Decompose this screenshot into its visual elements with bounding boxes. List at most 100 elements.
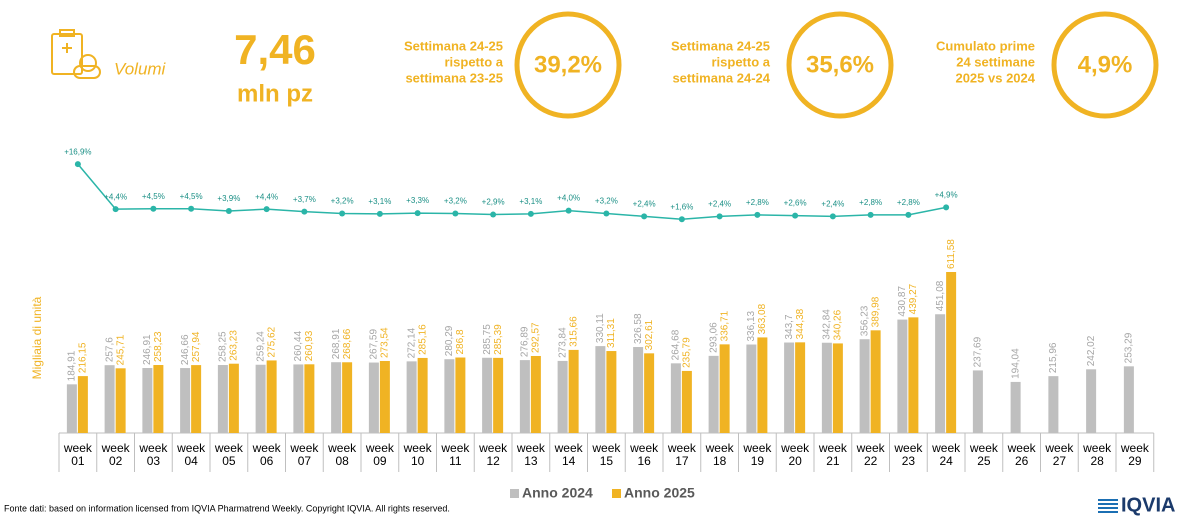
y-axis-label: Migliaia di unità: [30, 296, 44, 379]
bar-value-label: 285,75: [482, 324, 493, 355]
growth-label: +2,8%: [897, 198, 920, 207]
bar-value-label: 389,98: [870, 296, 881, 327]
footer: Fonte dati: based on information license…: [4, 503, 450, 513]
x-tick-label: week 24: [932, 441, 961, 468]
legend-label: Anno 2024: [522, 485, 593, 501]
growth-line: [77, 163, 947, 220]
growth-point: [527, 210, 534, 217]
x-tick-label: week 01: [63, 441, 92, 468]
bar: [228, 363, 239, 433]
volume-icon: [51, 29, 101, 79]
kpi-value: 39,2%: [534, 51, 602, 78]
bar-value-label: 258,23: [153, 331, 164, 362]
bar-value-label: 260,44: [293, 330, 304, 361]
x-tick-label: week 29: [1120, 441, 1149, 468]
bar-value-label: 292,57: [531, 322, 542, 353]
bar-value-label: 253,29: [1124, 332, 1135, 363]
bar: [1123, 366, 1134, 433]
bar-value-label: 275,62: [266, 326, 277, 357]
bar: [784, 342, 795, 433]
x-tick-label: week 16: [630, 441, 659, 468]
growth-point: [339, 210, 346, 217]
legend-swatch: [510, 489, 519, 498]
bar-value-label: 272,14: [406, 327, 417, 358]
bar: [482, 357, 493, 433]
kpi-label: 2025 vs 2024: [955, 70, 1035, 85]
bar: [821, 342, 832, 433]
bar: [293, 364, 304, 433]
bar-value-label: 246,66: [180, 334, 191, 365]
bar: [859, 339, 870, 433]
bar-value-label: 611,58: [946, 239, 957, 269]
total-value: 7,46: [234, 26, 316, 73]
kpi-label: rispetto a: [711, 54, 770, 69]
x-tick-label: week 12: [479, 441, 508, 468]
kpi-value: 4,9%: [1078, 51, 1133, 78]
bar: [1086, 369, 1097, 433]
bar-value-label: 259,24: [255, 331, 266, 362]
bar-value-label: 311,31: [606, 318, 617, 348]
growth-point: [829, 213, 836, 220]
bar-value-label: 273,84: [557, 327, 568, 358]
growth-label: +3,9%: [217, 194, 240, 203]
bar: [832, 343, 843, 433]
kpi-label: Cumulato prime: [936, 38, 1035, 53]
bar: [493, 357, 504, 433]
bar: [972, 370, 983, 433]
bar-value-label: 293,06: [708, 322, 719, 353]
growth-label: +16,9%: [64, 147, 91, 156]
kpi-label: Settimana 24-25: [404, 38, 503, 53]
growth-label: +4,5%: [180, 192, 203, 201]
bar: [153, 365, 164, 433]
bar-value-label: 342,84: [822, 309, 833, 340]
x-tick-label: week 25: [969, 441, 998, 468]
bar: [530, 355, 541, 433]
bar-value-label: 263,23: [229, 330, 240, 361]
bar: [746, 344, 757, 433]
bar: [870, 330, 881, 433]
bar: [342, 362, 353, 433]
x-tick-label: week 11: [441, 441, 470, 468]
x-tick-label: week 13: [516, 441, 545, 468]
bar-value-label: 343,7: [784, 314, 795, 339]
growth-label: +3,1%: [519, 197, 542, 206]
total-unit: mln pz: [237, 80, 313, 107]
bar: [519, 360, 530, 433]
bar-value-label: 273,54: [380, 327, 391, 358]
x-tick-label: week 06: [252, 441, 281, 468]
bar-value-label: 246,91: [142, 334, 153, 365]
bar: [255, 364, 266, 433]
bar: [795, 342, 806, 433]
growth-point: [263, 206, 270, 213]
kpi-label: Settimana 24-25: [671, 38, 770, 53]
growth-point: [150, 205, 157, 212]
bar: [670, 363, 681, 433]
bar: [757, 337, 768, 433]
bar-value-label: 280,29: [444, 325, 455, 356]
x-tick-label: week 02: [101, 441, 130, 468]
bar: [595, 346, 606, 433]
bar: [417, 357, 428, 433]
growth-label: +3,2%: [331, 197, 354, 206]
bar-value-label: 363,08: [757, 303, 768, 334]
growth-point: [641, 213, 648, 220]
bar: [379, 360, 390, 433]
bar: [304, 364, 315, 433]
bar: [681, 370, 692, 433]
bar: [908, 317, 919, 433]
bar: [455, 357, 466, 433]
bar-value-label: 276,89: [520, 326, 531, 357]
bar: [897, 319, 908, 433]
growth-point: [792, 212, 799, 219]
bar-value-label: 194,04: [1010, 348, 1021, 379]
x-tick-label: week 23: [894, 441, 923, 468]
bar: [1048, 376, 1059, 433]
bar: [708, 355, 719, 433]
bar-value-label: 237,69: [973, 336, 984, 367]
bar: [331, 362, 342, 433]
bar-value-label: 268,66: [342, 328, 353, 359]
growth-point: [490, 211, 497, 218]
growth-point: [905, 211, 912, 218]
bar-value-label: 264,68: [671, 329, 682, 360]
